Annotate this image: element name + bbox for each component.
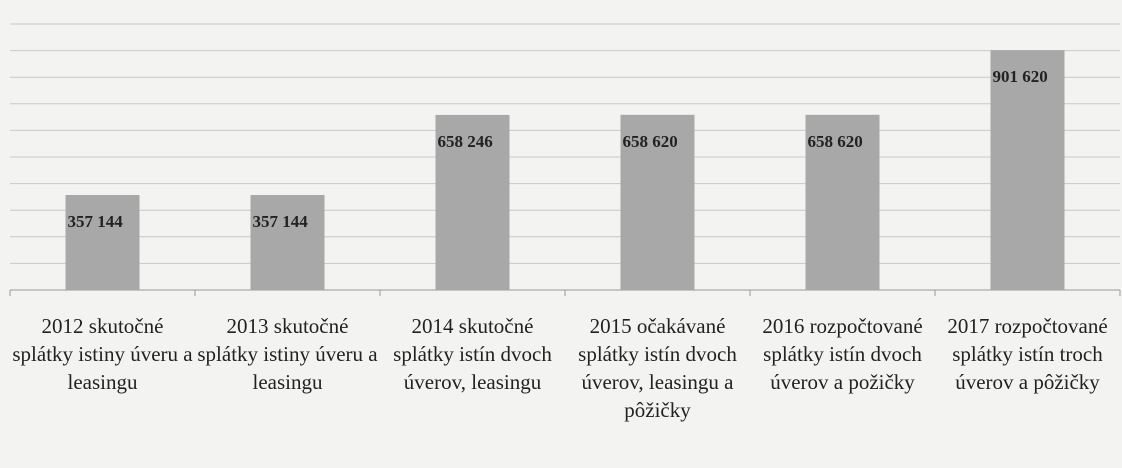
plot: 357 144 357 144 658 246 658 620 658 620 901 6… [9,23,1121,296]
data-label: 357 144 [68,212,124,231]
x-tick-label: 2015 očakávané splátky istín dvoch úvero… [578,314,737,422]
x-tick-label: 2016 rozpočtované splátky istín dvoch úv… [762,314,923,394]
x-tick-label: 2014 skutočné splátky istín dvoch úverov… [393,314,552,394]
data-label: 357 144 [253,212,309,231]
bar [990,50,1065,290]
bar [250,194,325,290]
x-tick-label: 2017 rozpočtované splátky istín troch úv… [947,314,1108,394]
data-label: 658 620 [808,132,863,151]
bar [620,114,695,290]
bar [435,114,510,291]
data-label: 901 620 [993,67,1048,86]
x-tick-label: 2013 skutočné splátky istiny úveru a lea… [197,314,378,394]
bar [65,194,140,290]
bar [805,114,880,290]
data-label: 658 246 [438,132,493,151]
x-tick-label: 2012 skutočné splátky istiny úveru a lea… [12,314,193,394]
data-label: 658 620 [623,132,678,151]
